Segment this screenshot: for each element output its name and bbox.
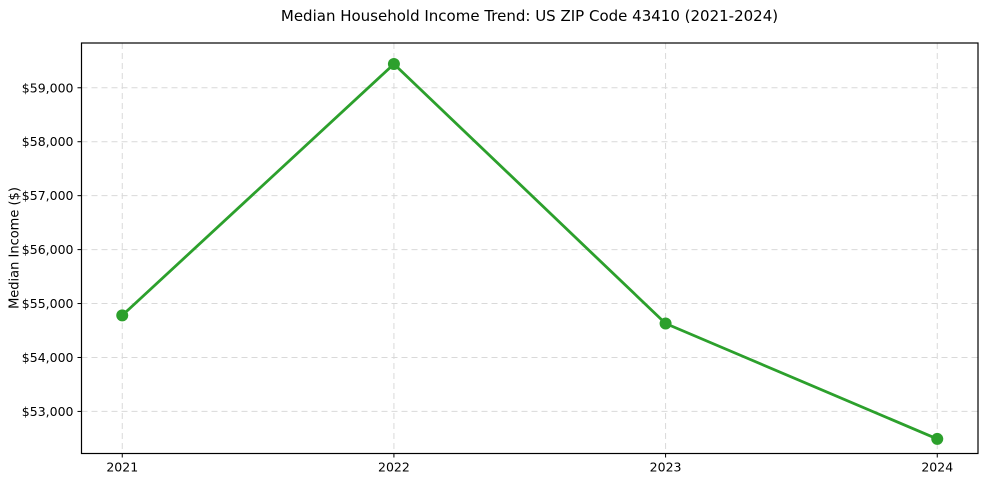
y-axis-label: Median Income ($)	[7, 187, 23, 309]
y-tick-label: $55,000	[22, 296, 74, 311]
y-tick-label: $57,000	[22, 188, 74, 203]
data-point	[931, 432, 944, 445]
data-point	[659, 317, 672, 330]
y-tick-label: $54,000	[22, 350, 74, 365]
x-tick-label: 2022	[378, 460, 410, 475]
x-tick-label: 2023	[650, 460, 682, 475]
trend-line	[120, 62, 939, 441]
y-tick-label: $59,000	[22, 80, 74, 95]
x-tick-label: 2021	[106, 460, 138, 475]
x-tick-label: 2024	[921, 460, 953, 475]
y-tick-label: $56,000	[22, 242, 74, 257]
y-tick-label: $58,000	[22, 134, 74, 149]
data-point	[116, 309, 129, 322]
data-point	[387, 58, 400, 71]
plot-border	[80, 42, 979, 455]
y-tick-label: $53,000	[22, 404, 74, 419]
chart-title: Median Household Income Trend: US ZIP Co…	[280, 7, 779, 25]
